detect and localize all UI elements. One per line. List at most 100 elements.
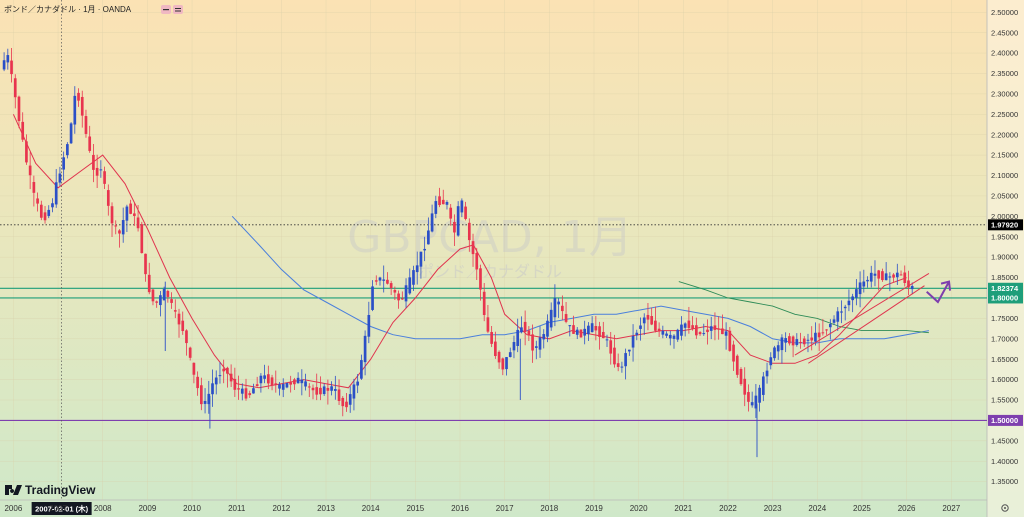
price-tick-label: 2.35000 bbox=[991, 69, 1018, 78]
candle-body bbox=[453, 221, 456, 233]
time-tick-label: 2023 bbox=[764, 504, 782, 513]
candle-body bbox=[747, 392, 750, 402]
candle-body bbox=[557, 301, 560, 305]
price-tag-badge bbox=[988, 219, 1023, 231]
candle-body bbox=[6, 55, 10, 63]
candle-body bbox=[281, 384, 285, 390]
price-tick-label: 2.00000 bbox=[991, 212, 1018, 221]
candle-body bbox=[129, 203, 132, 214]
candle-body bbox=[415, 265, 419, 273]
candle-body bbox=[203, 400, 207, 404]
candle-body bbox=[508, 352, 512, 358]
candle-body bbox=[761, 376, 765, 395]
price-tick-label: 1.75000 bbox=[991, 314, 1018, 323]
candle-body bbox=[661, 330, 665, 335]
candle-body bbox=[13, 78, 17, 98]
settings-gear-icon[interactable] bbox=[1001, 504, 1009, 512]
candles-layer bbox=[2, 48, 914, 458]
candle-body bbox=[99, 169, 103, 171]
candle-body bbox=[713, 325, 717, 330]
candle-body bbox=[691, 325, 694, 329]
candle-body bbox=[624, 353, 627, 367]
candle-body bbox=[895, 272, 899, 278]
candle-body bbox=[244, 388, 248, 399]
tradingview-logo-text: TradingView bbox=[25, 483, 96, 497]
candle-body bbox=[270, 377, 274, 386]
candle-body bbox=[494, 341, 497, 357]
candle-body bbox=[181, 320, 185, 332]
candle-body bbox=[404, 285, 408, 302]
candle-body bbox=[330, 386, 333, 391]
candle-body bbox=[587, 325, 590, 335]
candle-body bbox=[657, 328, 661, 332]
candle-body bbox=[177, 313, 181, 325]
header-equals-icon-top bbox=[175, 8, 181, 9]
candle-body bbox=[773, 347, 776, 359]
candle-body bbox=[58, 173, 62, 183]
price-tick-label: 1.65000 bbox=[991, 355, 1018, 364]
candle-body bbox=[166, 290, 170, 297]
candle-body bbox=[646, 314, 650, 320]
time-axis-ticks: 2006 2007 2008 2009 2010 2011 2012 2013 2014 2015… bbox=[4, 504, 960, 513]
price-tick-label: 1.90000 bbox=[991, 253, 1018, 262]
price-tick-label: 1.60000 bbox=[991, 375, 1018, 384]
candle-body bbox=[229, 373, 233, 382]
candle-body bbox=[125, 206, 129, 221]
candle-body bbox=[534, 346, 538, 348]
candle-body bbox=[322, 386, 326, 395]
candle-body bbox=[728, 330, 732, 351]
candle-body bbox=[445, 202, 449, 205]
time-tick-label: 2009 bbox=[138, 504, 156, 513]
candle-body bbox=[862, 281, 866, 287]
candle-body bbox=[639, 325, 642, 329]
candle-body bbox=[345, 401, 348, 408]
candle-body bbox=[222, 368, 226, 372]
candle-body bbox=[467, 222, 471, 241]
candle-body bbox=[780, 337, 784, 351]
candle-body bbox=[427, 230, 430, 245]
candle-body bbox=[434, 201, 438, 214]
header-equals-button[interactable] bbox=[173, 5, 183, 14]
candle-body bbox=[237, 388, 240, 390]
candle-body bbox=[300, 379, 304, 384]
candle-body bbox=[549, 309, 553, 328]
moving-average-long-line bbox=[231, 215, 929, 344]
candle-body bbox=[828, 324, 832, 328]
candle-body bbox=[196, 376, 199, 389]
candle-body bbox=[233, 378, 237, 390]
time-tick-label: 2022 bbox=[719, 504, 737, 513]
header: ポンド／カナダドル · 1月 · OANDA bbox=[4, 4, 183, 14]
candle-body bbox=[47, 209, 51, 216]
forecast-arrow bbox=[926, 281, 950, 304]
candle-body bbox=[352, 384, 356, 399]
candle-body bbox=[51, 203, 54, 208]
candle-body bbox=[289, 382, 293, 385]
candle-body bbox=[743, 378, 747, 395]
candle-body bbox=[579, 329, 583, 338]
candle-body bbox=[173, 310, 177, 312]
candle-body bbox=[278, 384, 281, 389]
candle-body bbox=[724, 331, 728, 336]
candle-body bbox=[43, 212, 47, 221]
candle-body bbox=[341, 397, 345, 407]
candle-body bbox=[851, 296, 854, 301]
candle-body bbox=[817, 332, 821, 338]
price-tick-label: 2.45000 bbox=[991, 28, 1018, 37]
candle-body bbox=[665, 333, 668, 336]
candle-body bbox=[114, 225, 118, 227]
candle-body bbox=[274, 383, 278, 385]
candle-body bbox=[836, 311, 840, 322]
candle-body bbox=[408, 277, 412, 294]
candle-body bbox=[527, 330, 531, 336]
tradingview-logo[interactable]: TradingView bbox=[5, 483, 96, 497]
candle-body bbox=[95, 167, 99, 176]
price-tag-label: 1.50000 bbox=[991, 416, 1018, 425]
time-tick-label: 2012 bbox=[272, 504, 290, 513]
price-tag-label: 1.97920 bbox=[991, 221, 1018, 230]
time-tick-label: 2015 bbox=[406, 504, 424, 513]
candle-body bbox=[326, 387, 330, 391]
time-tick-label: 2024 bbox=[808, 504, 826, 513]
time-tick-label: 2018 bbox=[540, 504, 558, 513]
candle-body bbox=[546, 320, 549, 337]
